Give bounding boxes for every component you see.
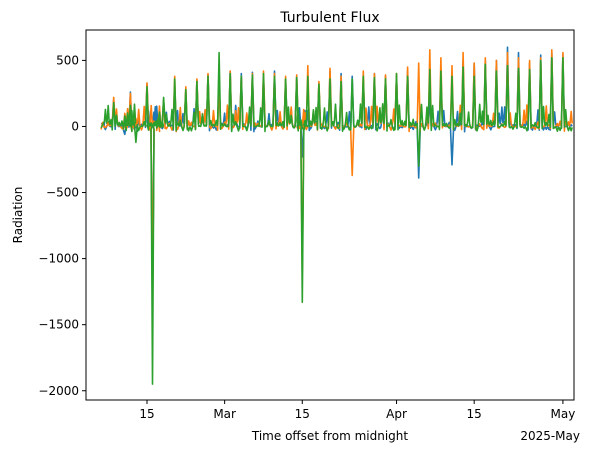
x-tick-label: 15: [295, 407, 310, 421]
y-tick-label: 0: [71, 119, 79, 133]
x-tick-label: May: [551, 407, 576, 421]
y-tick-label: −500: [46, 186, 79, 200]
x-tick-label: Apr: [386, 407, 407, 421]
x-axis-offset-label: 2025-May: [520, 429, 580, 443]
x-axis-label: Time offset from midnight: [251, 429, 408, 443]
axes-frame: [85, 29, 575, 401]
series-line-3: [100, 51, 573, 385]
x-tick-label: 15: [139, 407, 154, 421]
y-tick-label: −1000: [38, 252, 79, 266]
x-tick-label: 15: [467, 407, 482, 421]
y-tick-label: 500: [56, 53, 79, 67]
chart-title: Turbulent Flux: [279, 10, 379, 26]
y-tick-label: −2000: [38, 384, 79, 398]
series-layer: [100, 46, 573, 385]
y-tick-label: −1500: [38, 318, 79, 332]
y-axis-ticks: 500 0 −500 −1000 −1500 −2000: [38, 53, 86, 398]
x-axis-ticks: 15 Mar 15 Apr 15 May: [139, 400, 575, 421]
y-axis-label: Radiation: [11, 187, 25, 244]
x-tick-label: Mar: [213, 407, 236, 421]
